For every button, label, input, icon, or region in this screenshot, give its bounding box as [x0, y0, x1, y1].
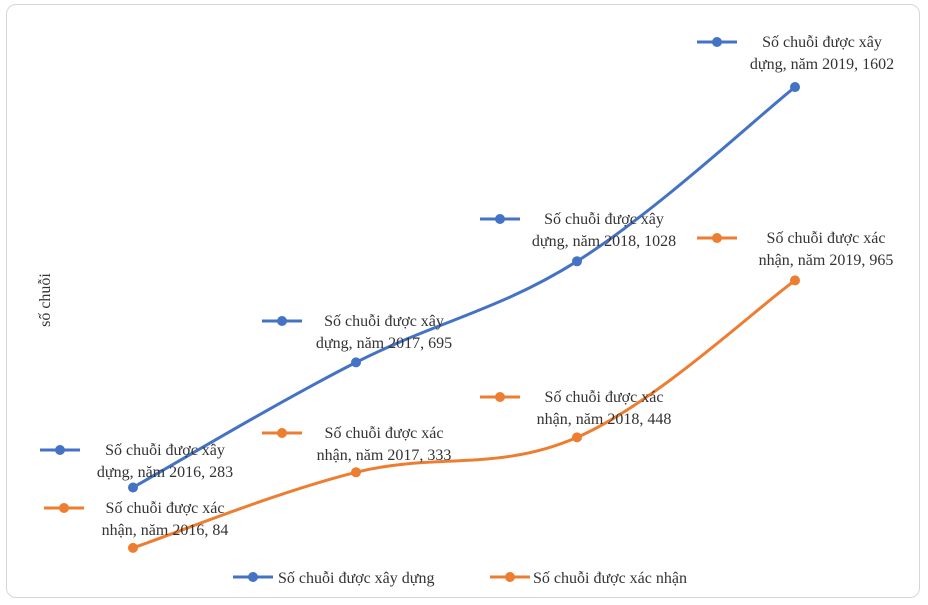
data-label-text: Số chuỗi được xác [106, 500, 225, 517]
data-point-s0-1 [351, 357, 361, 368]
legend-item-1: Số chuỗi được xác nhận [490, 570, 687, 587]
label-marker-dot [712, 37, 722, 47]
legend-label: Số chuỗi được xây dựng [278, 570, 434, 587]
legend-label: Số chuỗi được xác nhận [533, 570, 687, 587]
series-line-1 [131, 278, 797, 550]
data-label-text: nhận, năm 2018, 448 [537, 411, 672, 428]
data-label-text: Số chuỗi được xác [545, 389, 664, 406]
data-label-text: dựng, năm 2018, 1028 [532, 233, 676, 250]
data-point-s0-2 [572, 256, 582, 267]
data-label-text: Số chuỗi được xây [762, 34, 882, 51]
label-marker-dot [712, 233, 722, 243]
data-label-text: dựng, năm 2019, 1602 [750, 56, 894, 73]
label-marker-dot [495, 392, 505, 402]
data-label-text: Số chuỗi được xây [324, 313, 444, 330]
data-point-s1-2 [572, 432, 582, 443]
data-label-s0-3: Số chuỗi được xây dựng, năm 2019, 1602 [697, 34, 894, 73]
legend-item-0: Số chuỗi được xây dựng [233, 570, 434, 587]
series-line-0 [131, 85, 797, 489]
data-label-s1-2: Số chuỗi được xác nhận, năm 2018, 448 [480, 389, 671, 428]
data-point-s1-1 [351, 467, 361, 478]
data-label-text: Số chuỗi được xây [105, 442, 225, 459]
data-point-s0-0 [128, 482, 138, 493]
label-marker-dot [495, 214, 505, 224]
data-label-text: nhận, năm 2016, 84 [102, 522, 229, 539]
data-label-s0-2: Số chuỗi được xây dựng, năm 2018, 1028 [480, 211, 676, 250]
label-marker-dot [55, 445, 65, 455]
data-label-s1-0: Số chuỗi được xác nhận, năm 2016, 84 [44, 500, 228, 539]
y-axis-label: số chuỗi [37, 273, 54, 327]
legend-swatch-dot [505, 572, 515, 582]
label-marker-dot [59, 503, 69, 513]
data-point-s0-3 [790, 82, 800, 93]
data-label-text: Số chuỗi được xác [325, 425, 444, 442]
data-label-text: Số chuỗi được xây [544, 211, 664, 228]
data-label-text: dựng, năm 2016, 283 [97, 464, 233, 481]
data-label-text: Số chuỗi được xác [767, 230, 886, 247]
legend-swatch-dot [248, 572, 258, 582]
label-marker-dot [277, 316, 287, 326]
label-marker-dot [277, 428, 287, 438]
data-point-s1-3 [790, 275, 800, 286]
data-label-s1-3: Số chuỗi được xác nhận, năm 2019, 965 [697, 230, 893, 269]
data-point-s1-0 [128, 542, 138, 553]
data-label-s1-1: Số chuỗi được xác nhận, năm 2017, 333 [262, 425, 451, 464]
data-label-s0-0: Số chuỗi được xây dựng, năm 2016, 283 [40, 442, 233, 481]
data-label-text: dựng, năm 2017, 695 [316, 335, 452, 352]
data-label-s0-1: Số chuỗi được xây dựng, năm 2017, 695 [262, 313, 452, 352]
data-label-text: nhận, năm 2019, 965 [759, 252, 894, 269]
data-label-text: nhận, năm 2017, 333 [317, 447, 452, 464]
